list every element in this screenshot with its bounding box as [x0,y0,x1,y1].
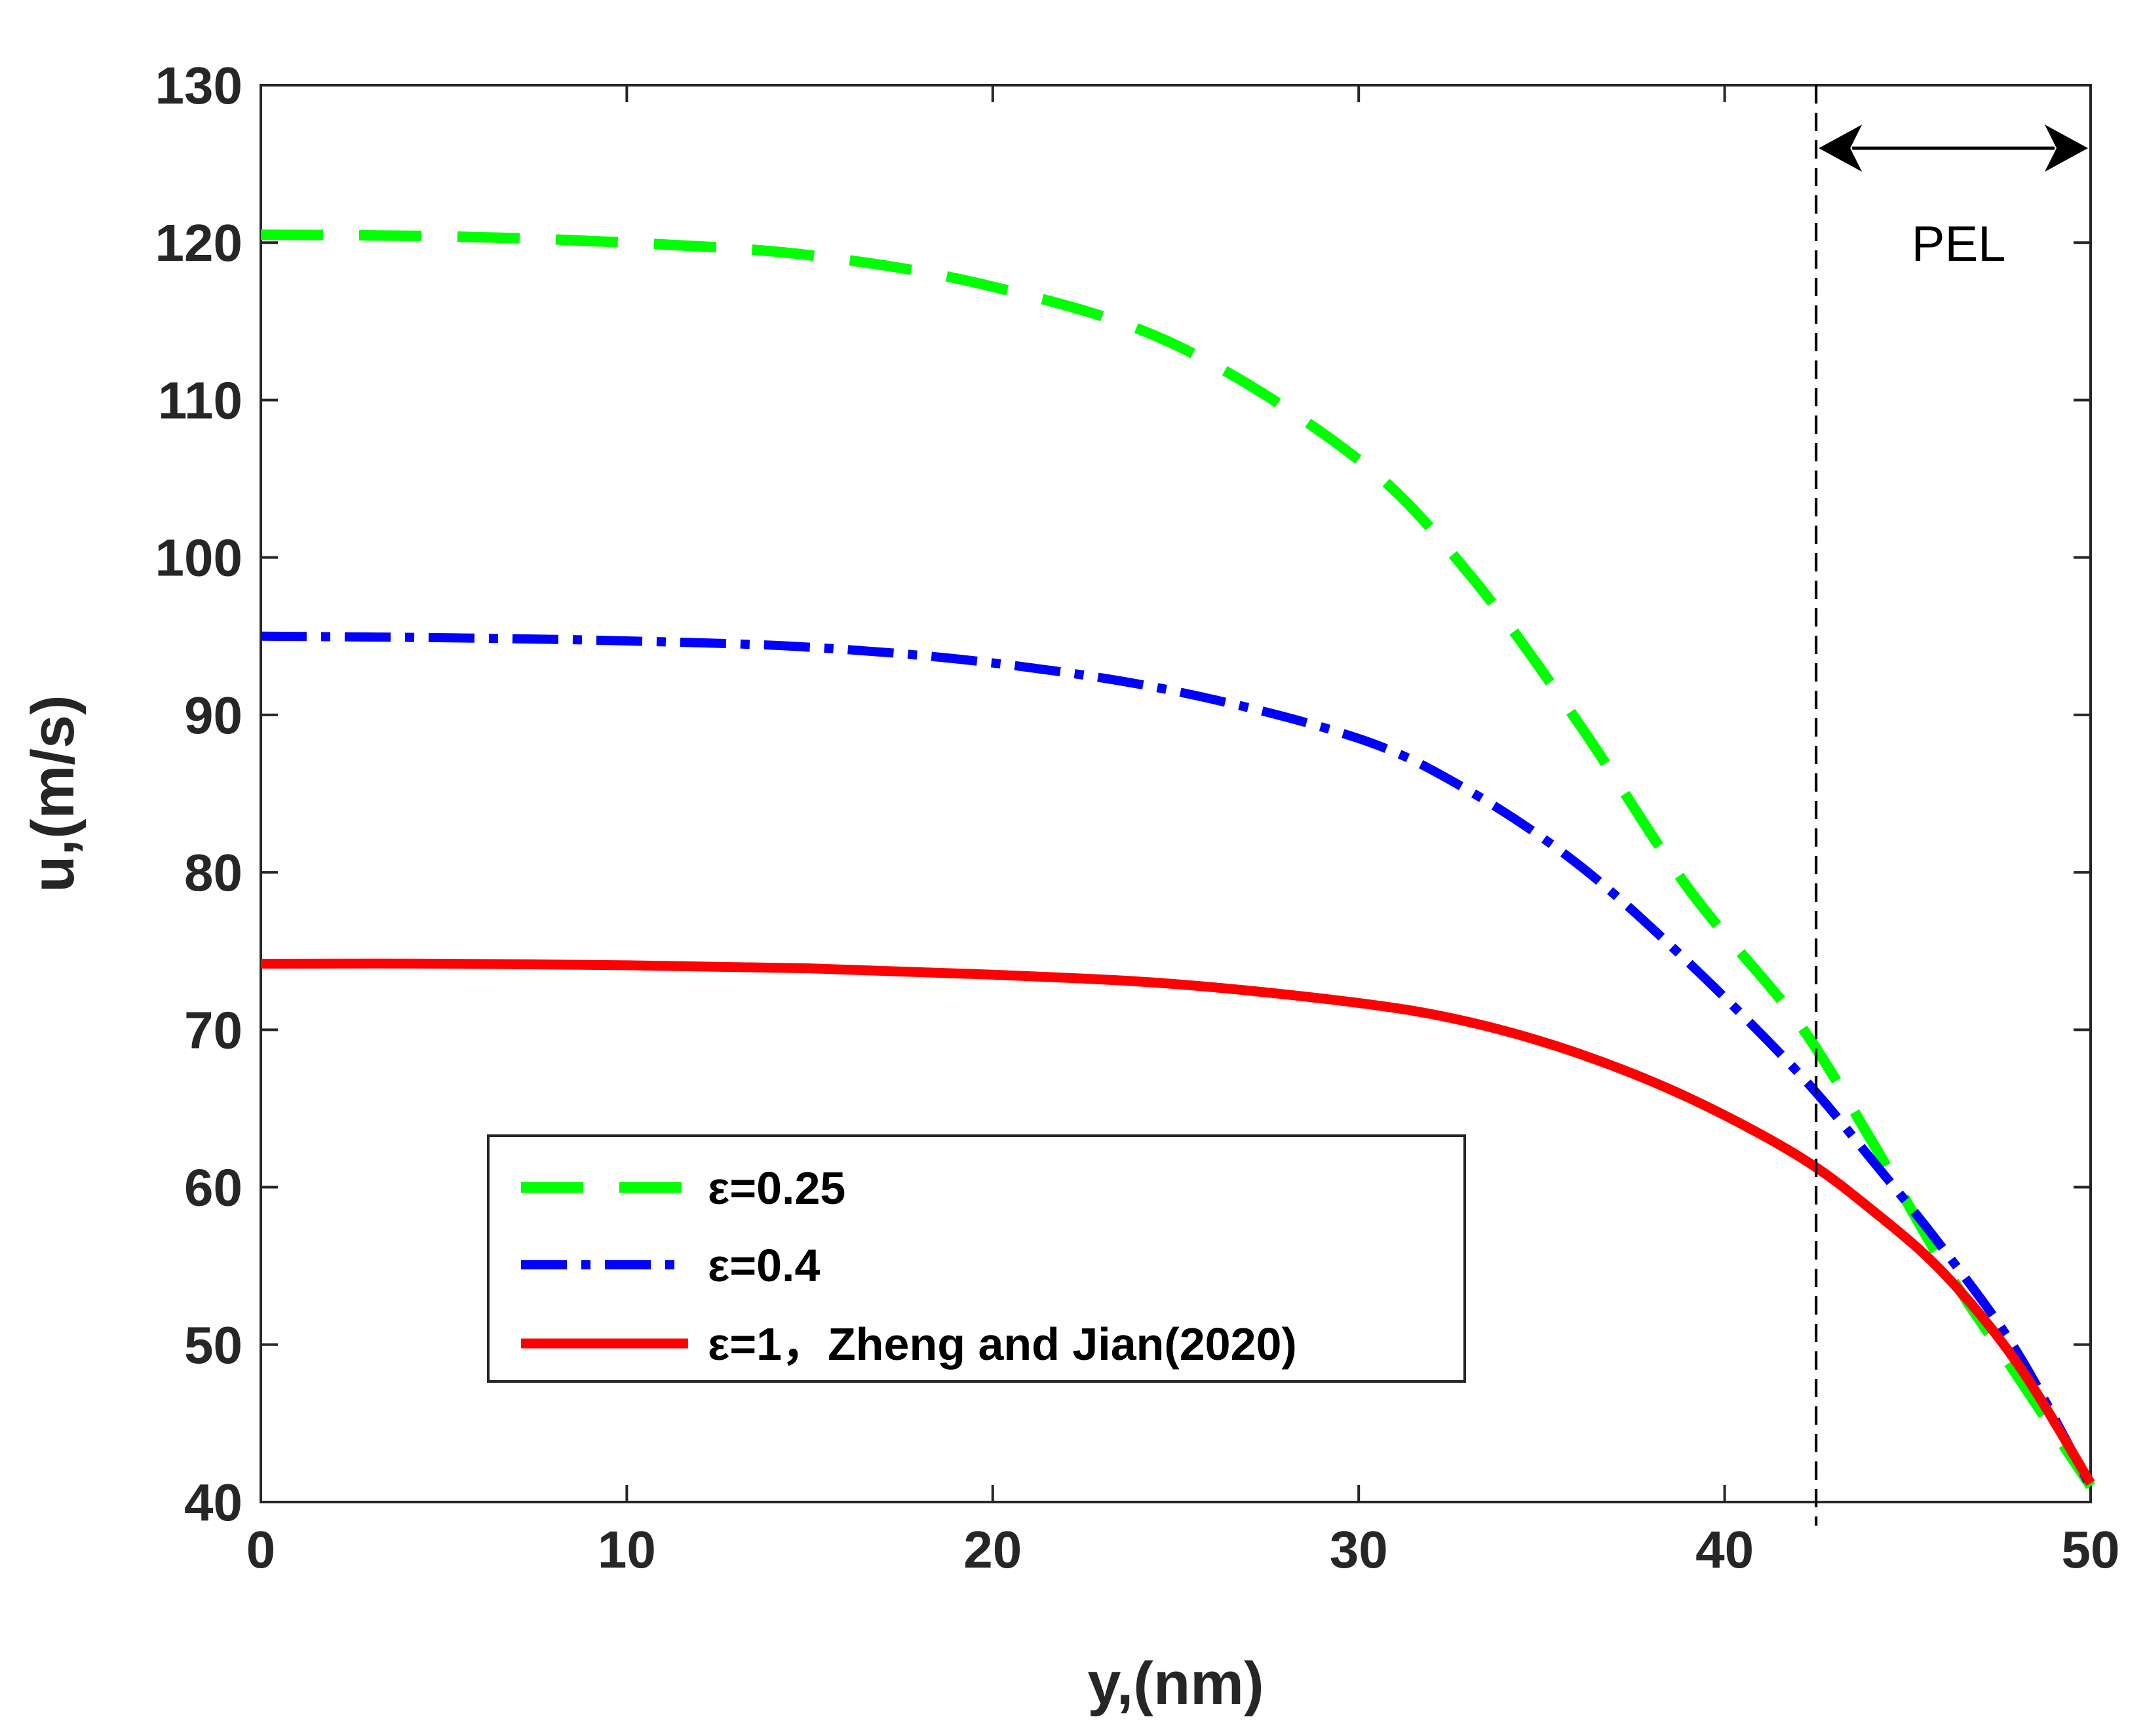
series-layer [260,229,2095,1490]
legend-label: ε=1，Zheng and Jian(2020) [708,1319,1297,1370]
x-axis-ticks: 0 10 20 30 40 50 [246,85,2120,1579]
legend: ε=0.25 ε=0.4 ε=1，Zheng and Jian(2020) [487,1134,1466,1383]
y-tick-label: 40 [184,1473,242,1532]
x-tick-label: 50 [2062,1520,2120,1579]
x-axis-label: y,(nm) [1087,1650,1264,1717]
legend-label: ε=0.4 [708,1240,820,1291]
series-eps-1-line [260,958,2095,1486]
x-tick-label: 10 [598,1520,656,1579]
legend-label: ε=0.25 [708,1163,845,1214]
y-axis-label: u,(m/s) [20,695,87,893]
x-tick-label: 0 [246,1520,276,1579]
plot-border [260,84,2092,1503]
y-tick-label: 110 [158,371,242,429]
series-eps-0-25-line [260,229,2095,1490]
y-tick-label: 100 [155,529,242,587]
y-tick-label: 80 [184,843,242,902]
x-tick-label: 30 [1330,1520,1388,1579]
y-tick-label: 120 [155,214,242,272]
x-tick-label: 40 [1695,1520,1754,1579]
plot-frame [260,84,2092,1503]
y-tick-label: 70 [184,1001,242,1059]
y-tick-label: 130 [155,56,242,115]
y-tick-label: 60 [184,1159,242,1217]
series-eps-0-4-line [260,631,2095,1489]
pel-annotation: PEL [1815,85,2088,1526]
x-tick-label: 20 [963,1520,1022,1579]
pel-arrow-head-right [2045,125,2088,172]
pel-label: PEL [1912,216,2006,272]
pel-arrow-head-left [1819,125,1863,172]
y-tick-label: 50 [184,1316,242,1374]
y-tick-label: 90 [184,686,242,744]
y-axis-ticks: 40 50 60 70 80 90 100 110 120 130 [155,56,2091,1532]
